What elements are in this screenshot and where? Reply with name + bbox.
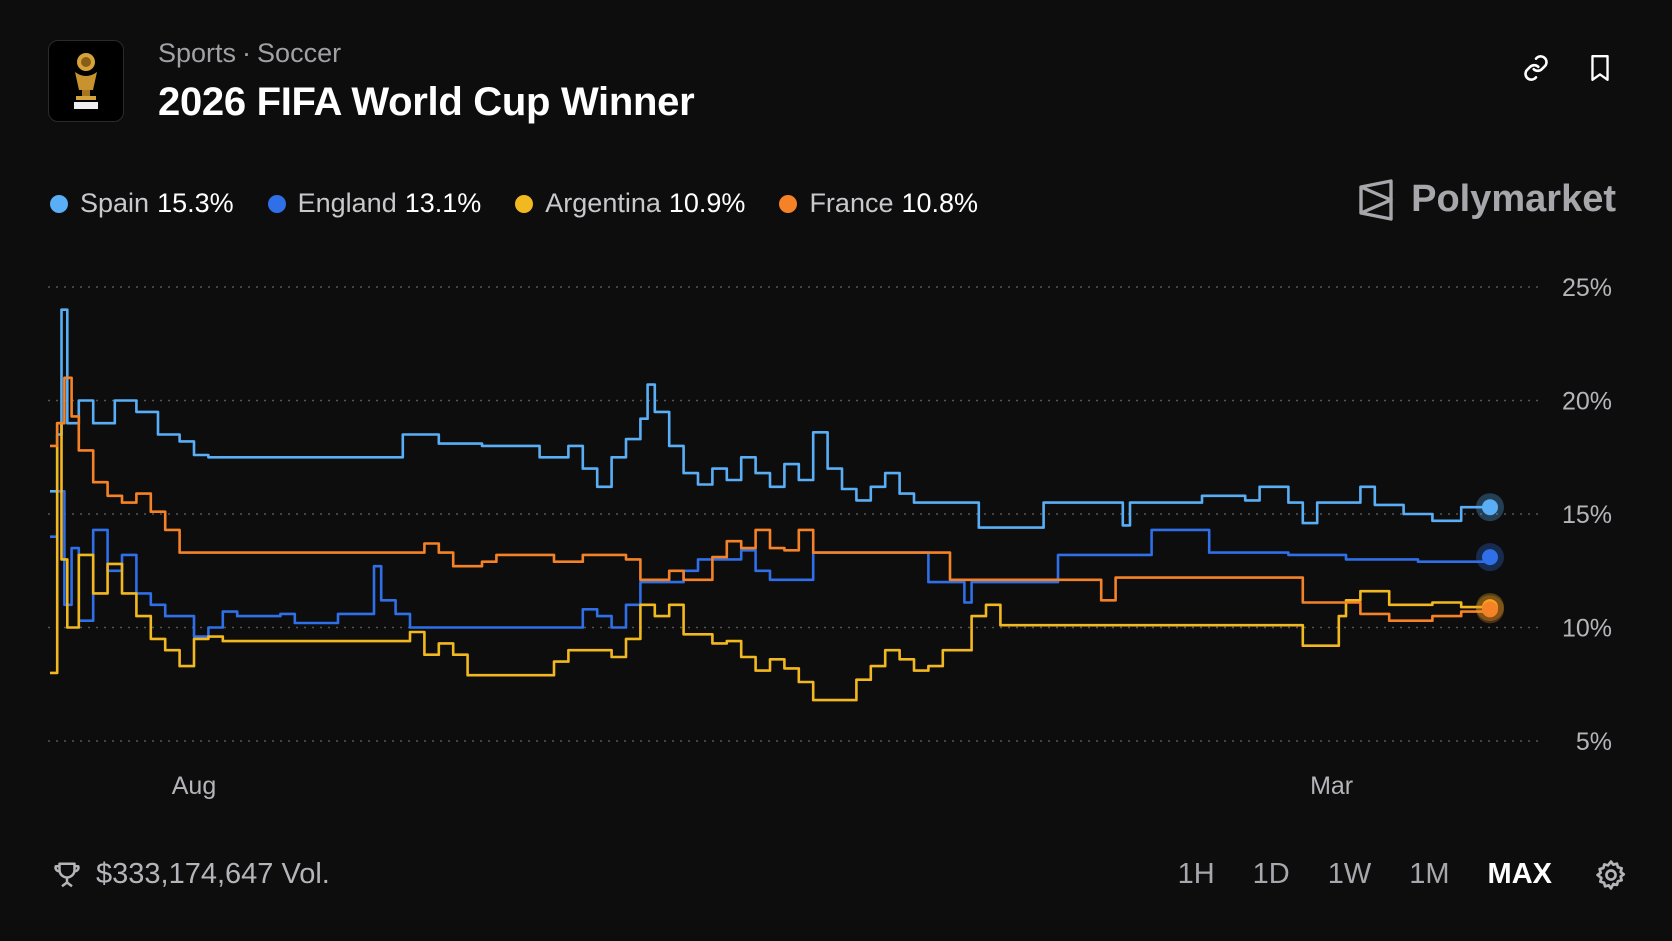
legend-dot — [779, 194, 798, 213]
legend-name: England — [297, 188, 397, 218]
breadcrumb-separator: · — [242, 38, 252, 68]
legend-dot — [515, 194, 534, 213]
series-line-france — [50, 376, 1492, 622]
bookmark-icon[interactable] — [1584, 52, 1616, 84]
polymarket-logo-icon — [1359, 178, 1393, 221]
volume-info: $333,174,647 Vol. — [52, 858, 330, 891]
endpoint-marker-france — [1482, 601, 1498, 618]
range-1d-button[interactable]: 1D — [1252, 858, 1290, 890]
time-range-selector: 1H 1D 1W 1M MAX — [1178, 858, 1552, 891]
price-chart[interactable]: 5% 10% 15% 20% 25% Aug Mar — [0, 250, 1672, 810]
legend-value: 10.8% — [901, 188, 979, 218]
series-line-argentina — [50, 421, 1490, 702]
page-title: 2026 FIFA World Cup Winner — [158, 80, 695, 124]
brand-logo: Polymarket — [1357, 178, 1616, 221]
y-tick-label: 10% — [1562, 615, 1612, 643]
link-icon[interactable] — [1520, 52, 1552, 84]
brand-name: Polymarket — [1411, 178, 1616, 220]
series-line-spain — [50, 308, 1490, 529]
x-tick-label: Aug — [172, 772, 216, 800]
breadcrumb: Sports · Soccer — [158, 38, 341, 69]
market-thumbnail — [48, 40, 124, 122]
chart-legend: Spain 15.3% England 13.1% Argentina 10.9… — [50, 188, 978, 219]
y-tick-label: 20% — [1562, 388, 1612, 416]
range-1w-button[interactable]: 1W — [1327, 858, 1372, 890]
y-tick-label: 15% — [1562, 501, 1612, 529]
range-1m-button[interactable]: 1M — [1409, 858, 1450, 890]
legend-item-argentina[interactable]: Argentina 10.9% — [515, 188, 745, 219]
legend-value: 10.9% — [668, 188, 746, 218]
trophy-outline-icon — [54, 862, 80, 887]
legend-item-france[interactable]: France 10.8% — [779, 188, 978, 219]
legend-item-spain[interactable]: Spain 15.3% — [50, 188, 234, 219]
top-actions — [1520, 52, 1616, 84]
volume-text: $333,174,647 Vol. — [96, 858, 330, 890]
endpoint-marker-england — [1482, 549, 1498, 566]
series-line-england — [50, 490, 1492, 638]
legend-name: Spain — [80, 188, 150, 218]
breadcrumb-soccer[interactable]: Soccer — [257, 38, 342, 68]
gear-icon[interactable] — [1594, 858, 1630, 894]
range-max-button[interactable]: MAX — [1487, 858, 1552, 890]
x-tick-label: Mar — [1310, 772, 1353, 800]
trophy-icon — [74, 53, 98, 109]
breadcrumb-sports[interactable]: Sports — [158, 38, 237, 68]
legend-item-england[interactable]: England 13.1% — [267, 188, 482, 219]
endpoint-marker-spain — [1482, 499, 1498, 516]
legend-value: 15.3% — [157, 188, 234, 218]
legend-dot — [50, 194, 68, 213]
legend-dot — [267, 194, 286, 213]
legend-name: France — [809, 188, 894, 218]
y-tick-label: 5% — [1576, 728, 1612, 756]
range-1h-button[interactable]: 1H — [1177, 858, 1215, 890]
legend-name: Argentina — [545, 188, 661, 218]
y-tick-label: 25% — [1562, 274, 1612, 302]
legend-value: 13.1% — [404, 188, 482, 218]
